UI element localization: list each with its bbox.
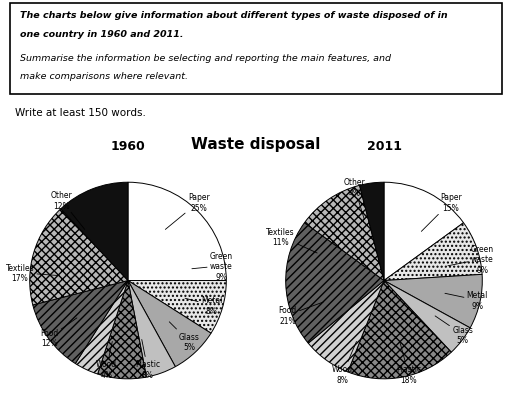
- Wedge shape: [128, 183, 226, 281]
- Text: Waste disposal: Waste disposal: [191, 137, 321, 152]
- Wedge shape: [30, 209, 128, 305]
- Text: Plastic
18%: Plastic 18%: [396, 342, 421, 384]
- Wedge shape: [128, 281, 226, 333]
- Text: Summarise the information be selecting and reporting the main features, and: Summarise the information be selecting a…: [20, 54, 391, 63]
- Wedge shape: [75, 281, 128, 374]
- Text: Glass
5%: Glass 5%: [435, 316, 473, 344]
- Text: Wood
8%: Wood 8%: [332, 342, 356, 384]
- Text: Plastic
8%: Plastic 8%: [135, 339, 160, 379]
- Wedge shape: [359, 183, 384, 281]
- Wedge shape: [308, 281, 384, 372]
- Wedge shape: [128, 281, 211, 367]
- Wedge shape: [384, 223, 482, 281]
- Text: Other
12%: Other 12%: [50, 191, 85, 230]
- Text: make comparisons where relevant.: make comparisons where relevant.: [20, 72, 188, 81]
- Text: Green
waste
9%: Green waste 9%: [192, 251, 233, 281]
- Text: Food
12%: Food 12%: [40, 318, 77, 347]
- Wedge shape: [384, 183, 463, 281]
- Text: one country in 1960 and 2011.: one country in 1960 and 2011.: [20, 30, 184, 38]
- Wedge shape: [98, 281, 146, 379]
- Text: Wood
4%: Wood 4%: [96, 342, 117, 379]
- Title: 2011: 2011: [367, 140, 401, 153]
- Text: Paper
25%: Paper 25%: [165, 193, 209, 230]
- Text: Textiles
17%: Textiles 17%: [6, 263, 59, 282]
- Wedge shape: [305, 186, 384, 281]
- Text: Paper
15%: Paper 15%: [421, 193, 462, 232]
- Text: Metal
9%: Metal 9%: [445, 291, 488, 310]
- Text: The charts below give information about different types of waste disposed of in: The charts below give information about …: [20, 12, 447, 20]
- Text: Metal
8%: Metal 8%: [185, 296, 222, 315]
- Wedge shape: [348, 281, 451, 379]
- Text: Glass
5%: Glass 5%: [169, 322, 199, 351]
- Wedge shape: [33, 281, 128, 363]
- Text: Textiles
11%: Textiles 11%: [266, 227, 317, 254]
- Text: Other
4%: Other 4%: [344, 178, 366, 220]
- Text: Write at least 150 words.: Write at least 150 words.: [15, 108, 146, 118]
- Text: Food
21%: Food 21%: [279, 302, 323, 325]
- Wedge shape: [286, 223, 384, 343]
- Wedge shape: [384, 275, 482, 328]
- Title: 1960: 1960: [111, 140, 145, 153]
- Text: Green
waste
9%: Green waste 9%: [448, 244, 494, 274]
- Wedge shape: [128, 281, 175, 377]
- Wedge shape: [61, 183, 128, 281]
- Wedge shape: [384, 281, 470, 352]
